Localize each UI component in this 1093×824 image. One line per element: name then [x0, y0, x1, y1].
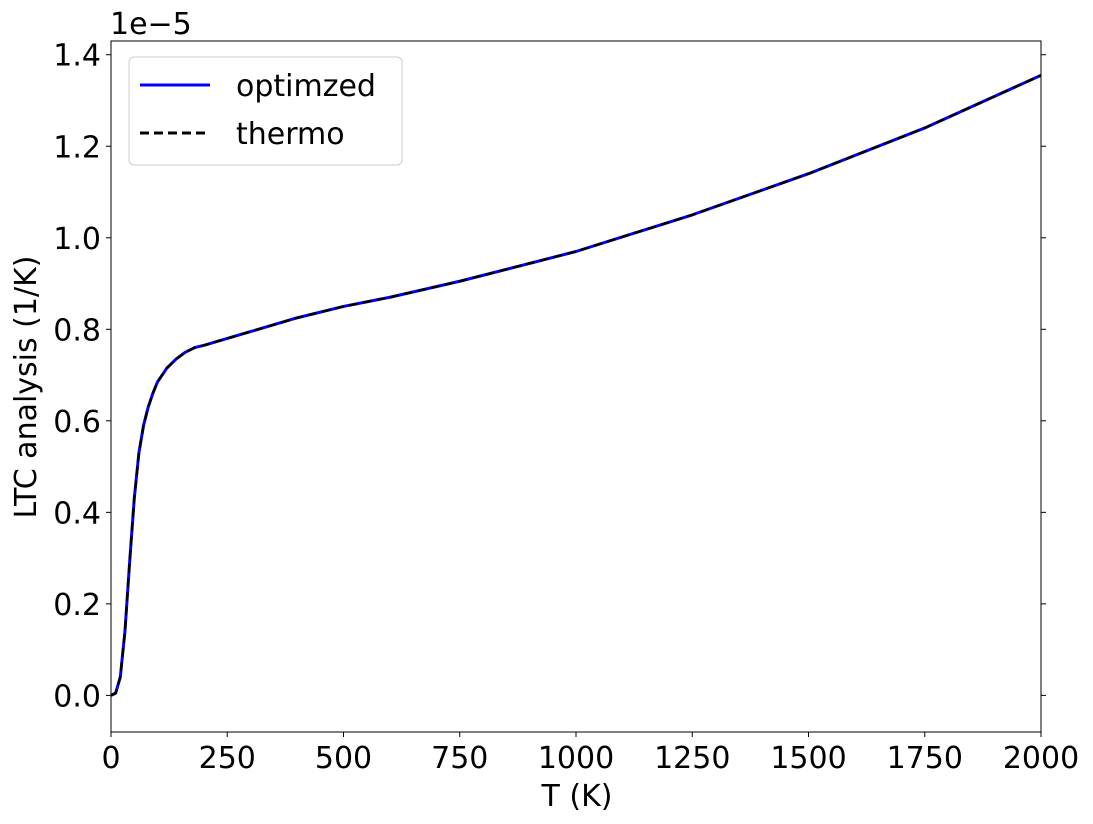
- y-axis: 0.0 0.2 0.4 0.6 0.8 1.0 1.2 1.4: [53, 39, 1046, 714]
- x-tick-label: 1750: [887, 741, 963, 776]
- y-tick-label: 0.6: [53, 405, 101, 440]
- y-tick-label: 0.0: [53, 679, 101, 714]
- x-tick-label: 2000: [1003, 741, 1079, 776]
- y-tick-label: 0.2: [53, 588, 101, 623]
- x-tick-label: 1250: [654, 741, 730, 776]
- y-offset-text: 1e−5: [110, 7, 192, 42]
- x-tick-label: 500: [315, 741, 372, 776]
- y-tick-label: 1.4: [53, 39, 101, 74]
- x-tick-label: 1500: [770, 741, 846, 776]
- y-axis-label: LTC analysis (1/K): [9, 256, 44, 519]
- y-tick-label: 0.8: [53, 313, 101, 348]
- legend-label-thermo: thermo: [236, 117, 345, 152]
- series-line-thermo: [110, 74, 1042, 697]
- series-line-optimzed: [110, 73, 1042, 697]
- legend: optimzed thermo: [128, 56, 403, 166]
- plot-frame: [110, 40, 1042, 733]
- x-tick-label: 250: [199, 741, 256, 776]
- x-tick-label: 750: [431, 741, 488, 776]
- x-tick-label: 1000: [538, 741, 614, 776]
- x-axis: 0 250 500 750 1000 1250 1500 1750 2000: [101, 732, 1079, 776]
- legend-label-optimzed: optimzed: [236, 69, 376, 104]
- x-axis-label: T (K): [541, 779, 613, 814]
- y-tick-label: 0.4: [53, 496, 101, 531]
- y-tick-label: 1.0: [53, 222, 101, 257]
- y-tick-label: 1.2: [53, 130, 101, 165]
- x-tick-label: 0: [101, 741, 120, 776]
- plot-area: [110, 73, 1042, 697]
